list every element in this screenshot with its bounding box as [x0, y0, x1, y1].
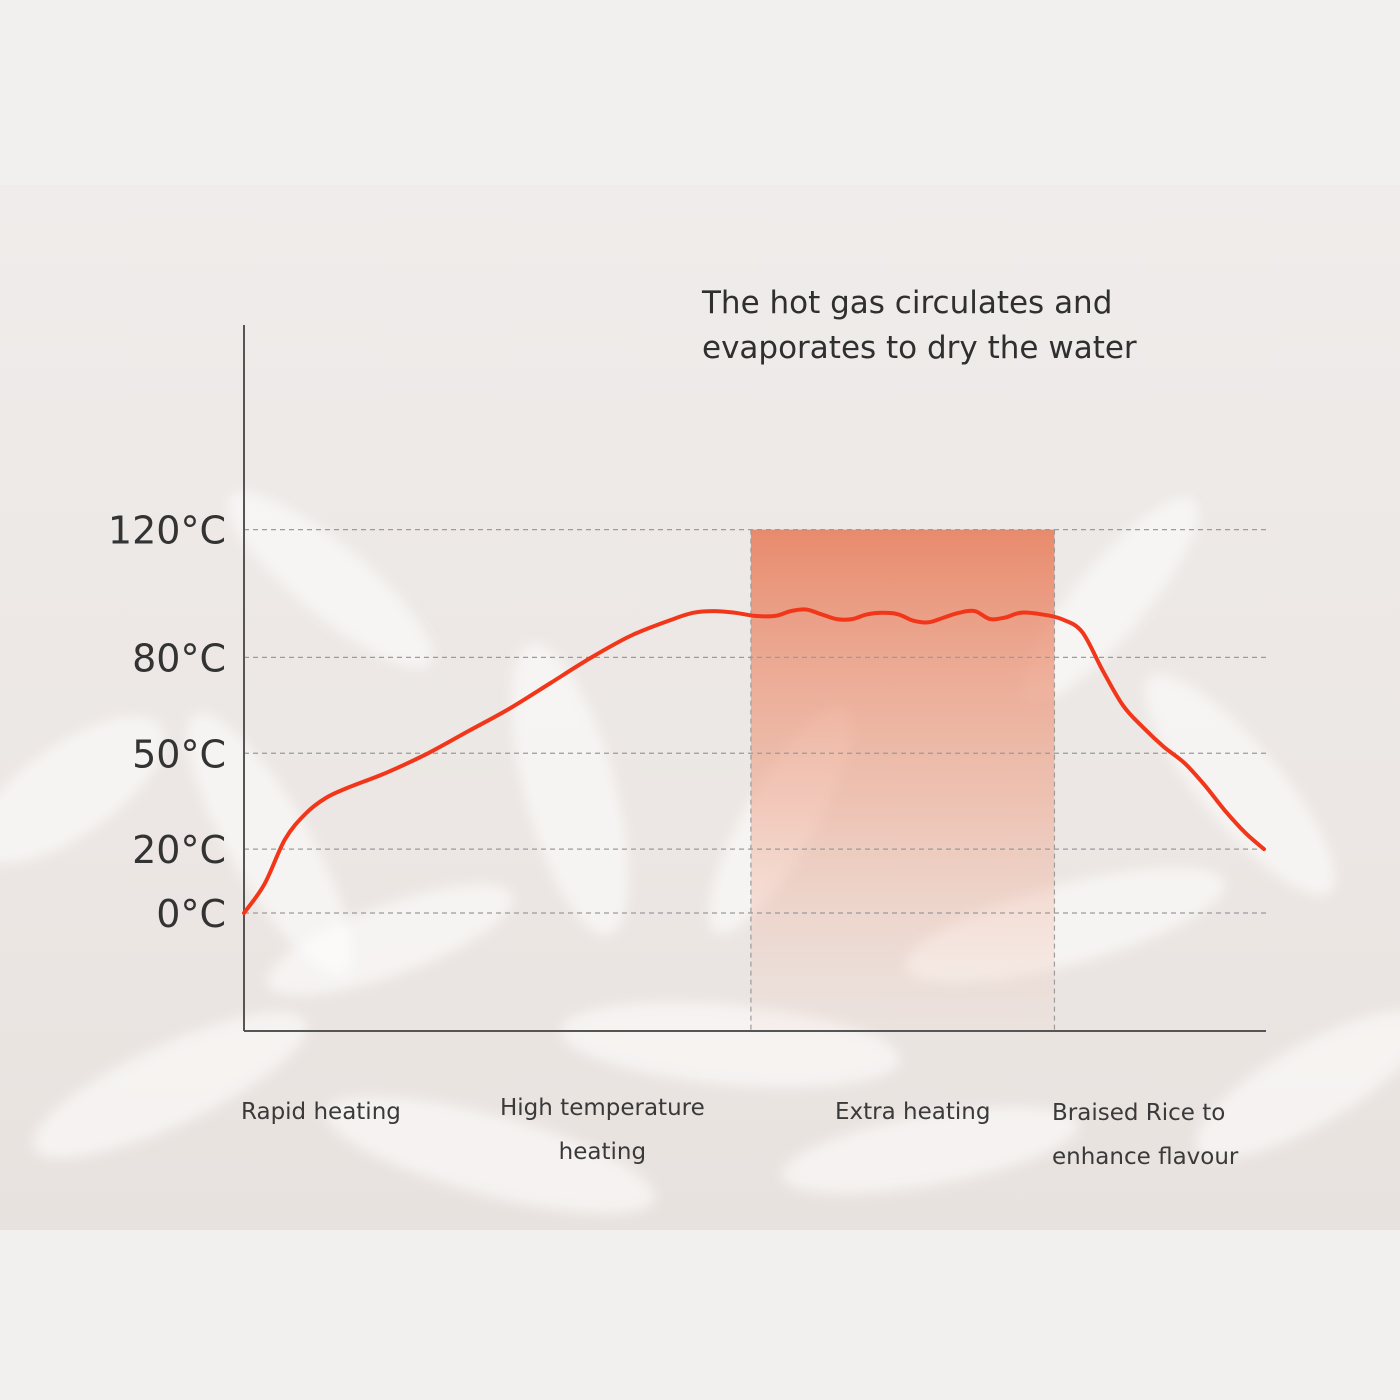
y-tick-label: 50°C: [132, 732, 226, 776]
stage-label-extra-heating: Extra heating: [835, 1099, 991, 1125]
rice-background: [0, 185, 1400, 1230]
y-tick-label: 120°C: [108, 509, 226, 553]
highlight-band: [750, 529, 1055, 1031]
stage-label-rapid-heating: Rapid heating: [241, 1099, 401, 1125]
stage-label-high-temperature: High temperature heating: [500, 1095, 705, 1165]
stage-label-braised-rice: Braised Rice to enhance flavour: [1052, 1100, 1239, 1170]
y-tick-label: 80°C: [132, 636, 226, 680]
annotation-line-2: evaporates to dry the water: [702, 330, 1137, 366]
annotation-line-1: The hot gas circulates and: [701, 285, 1112, 321]
temperature-curve: [242, 607, 1266, 915]
y-tick-label: 20°C: [132, 828, 226, 872]
y-tick-label: 0°C: [156, 892, 226, 936]
